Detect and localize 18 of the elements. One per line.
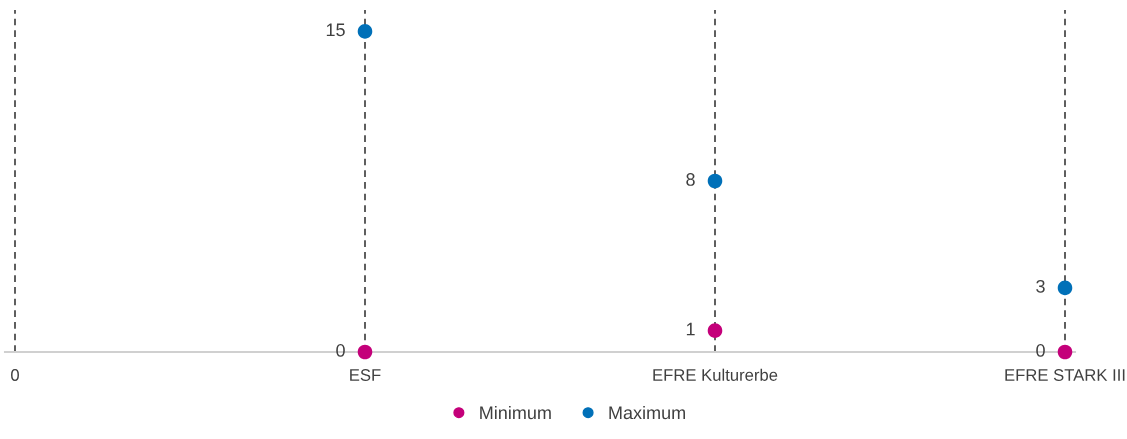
point (357, 24, 373, 39)
x-tick-label: ESF (350, 369, 381, 381)
point (1057, 280, 1073, 296)
point (1057, 344, 1073, 360)
data-label: 0 (1036, 344, 1045, 357)
data-label: 3 (1036, 279, 1045, 293)
data-label: 8 (686, 173, 695, 186)
point (707, 173, 723, 189)
point (357, 344, 373, 360)
point (707, 323, 723, 338)
x-tick-label: EFRE Kulturerbe (653, 368, 778, 381)
legend-label: Maximum (609, 405, 685, 420)
data-label: 0 (336, 344, 345, 357)
data-label: 1 (686, 322, 695, 336)
x-tick-label: 0 (11, 369, 19, 381)
x-tick-label: EFRE STARK III (1005, 369, 1125, 381)
legend-label: Minimum (480, 405, 551, 420)
data-label: 15 (326, 23, 345, 37)
